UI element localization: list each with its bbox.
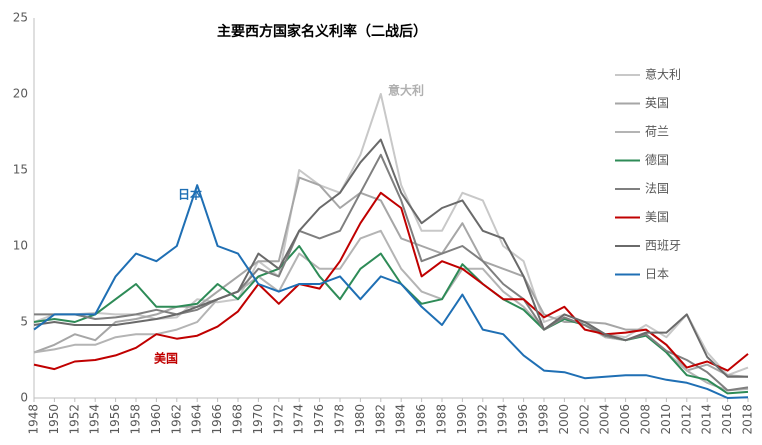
series-line (33, 245, 749, 395)
x-tick-label: 2016 (720, 404, 734, 435)
x-tick-label: 1998 (537, 404, 551, 435)
legend-label: 西班牙 (645, 239, 681, 253)
x-tick-label: 1984 (394, 404, 408, 435)
x-tick-label: 1974 (292, 404, 306, 435)
x-tick-label: 1962 (169, 404, 183, 435)
series-line (33, 176, 749, 378)
x-tick-label: 1952 (67, 404, 81, 435)
x-tick-label: 2000 (557, 404, 571, 435)
x-tick-label: 1950 (47, 404, 61, 435)
legend-label: 意大利 (645, 67, 681, 82)
x-tick-label: 1968 (231, 404, 245, 435)
x-tick-label: 1986 (414, 404, 428, 435)
x-tick-label: 1976 (312, 404, 326, 435)
x-tick-label: 1988 (435, 404, 449, 435)
y-tick-label: 10 (13, 239, 28, 253)
y-tick-label: 25 (13, 11, 28, 25)
legend-label: 法国 (645, 182, 669, 196)
x-tick-label: 1978 (333, 404, 347, 435)
chart-title: 主要西方国家名义利率（二战后） (217, 23, 427, 40)
x-tick-label: 1990 (455, 404, 469, 435)
y-tick-label: 0 (20, 391, 28, 405)
x-tick-label: 1964 (190, 404, 204, 435)
x-tick-label: 2018 (741, 404, 755, 435)
x-tick-label: 2002 (577, 404, 591, 435)
x-tick-label: 1980 (353, 404, 367, 435)
legend-label: 日本 (645, 267, 669, 281)
legend-label: 美国 (645, 210, 669, 224)
x-tick-label: 1992 (475, 404, 489, 435)
x-tick-label: 1960 (149, 404, 163, 435)
x-tick-label: 1994 (496, 404, 510, 435)
x-tick-label: 1956 (108, 404, 122, 435)
y-tick-label: 15 (13, 163, 28, 177)
x-tick-label: 2010 (659, 404, 673, 435)
x-tick-label: 1954 (88, 404, 102, 435)
series-line (33, 138, 748, 378)
annotation: 美国 (154, 351, 178, 366)
x-tick-label: 1982 (373, 404, 387, 435)
series-line (34, 153, 749, 392)
x-tick-label: 1966 (210, 404, 224, 435)
legend-label: 德国 (645, 152, 669, 167)
x-tick-label: 2008 (639, 404, 653, 435)
legend-label: 荷兰 (645, 125, 669, 139)
x-tick-label: 2004 (598, 404, 612, 435)
x-tick-label: 2014 (700, 404, 714, 435)
series-line (33, 191, 749, 372)
y-tick-label: 20 (13, 87, 28, 101)
x-tick-label: 2012 (679, 404, 693, 435)
x-tick-label: 1948 (27, 404, 41, 435)
x-tick-label: 1996 (516, 404, 530, 435)
annotation: 意大利 (388, 83, 424, 98)
x-tick-label: 1958 (129, 404, 143, 435)
series-line (33, 184, 749, 399)
x-tick-label: 1970 (251, 404, 265, 435)
legend-label: 英国 (645, 96, 669, 110)
series-line (33, 93, 749, 377)
x-tick-label: 1972 (271, 404, 285, 435)
y-tick-label: 5 (20, 315, 28, 329)
x-tick-label: 2006 (618, 404, 632, 435)
